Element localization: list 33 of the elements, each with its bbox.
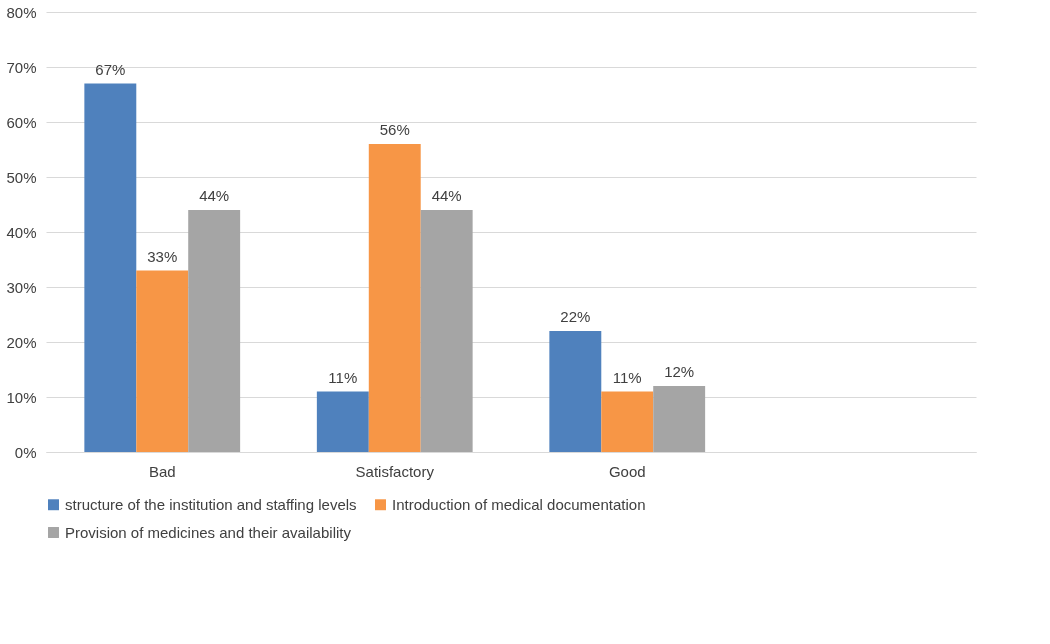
- bar: [420, 210, 473, 452]
- bar: [601, 391, 654, 452]
- bar: [136, 270, 189, 452]
- legend-label: structure of the institution and staffing levels: [65, 495, 357, 513]
- y-tick-label: 80%: [6, 3, 37, 21]
- data-label: 44%: [199, 187, 230, 204]
- x-tick-label: Bad: [148, 462, 176, 480]
- bar: [188, 210, 241, 452]
- data-label: 33%: [147, 247, 178, 265]
- bar: [368, 144, 421, 452]
- data-label: 12%: [664, 363, 695, 380]
- data-label: 11%: [328, 368, 358, 386]
- y-tick-label: 50%: [6, 168, 37, 186]
- y-tick-label: 40%: [6, 223, 37, 241]
- y-tick-label: 70%: [6, 58, 37, 76]
- bar: [316, 391, 369, 452]
- data-label: 44%: [431, 187, 462, 204]
- legend-label: Introduction of medical documentation: [392, 495, 646, 513]
- legend-label: Provision of medicines and their availability: [65, 523, 352, 541]
- x-tick-label: Satisfactory: [355, 462, 435, 480]
- y-tick-label: 0%: [14, 443, 37, 461]
- bar: [549, 331, 602, 452]
- y-tick-label: 60%: [6, 113, 37, 131]
- x-tick-label: Good: [608, 462, 646, 480]
- data-label: 67%: [95, 60, 126, 78]
- y-tick-label: 10%: [6, 388, 37, 406]
- data-label: 11%: [612, 368, 642, 386]
- data-label: 56%: [379, 121, 410, 138]
- y-tick-label: 20%: [6, 333, 37, 351]
- bar: [84, 83, 137, 452]
- bar: [653, 386, 706, 452]
- y-tick-label: 30%: [6, 278, 37, 296]
- data-label: 22%: [560, 308, 591, 325]
